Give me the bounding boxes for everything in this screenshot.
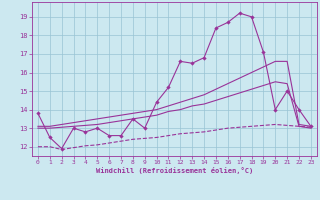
X-axis label: Windchill (Refroidissement éolien,°C): Windchill (Refroidissement éolien,°C) [96, 167, 253, 174]
